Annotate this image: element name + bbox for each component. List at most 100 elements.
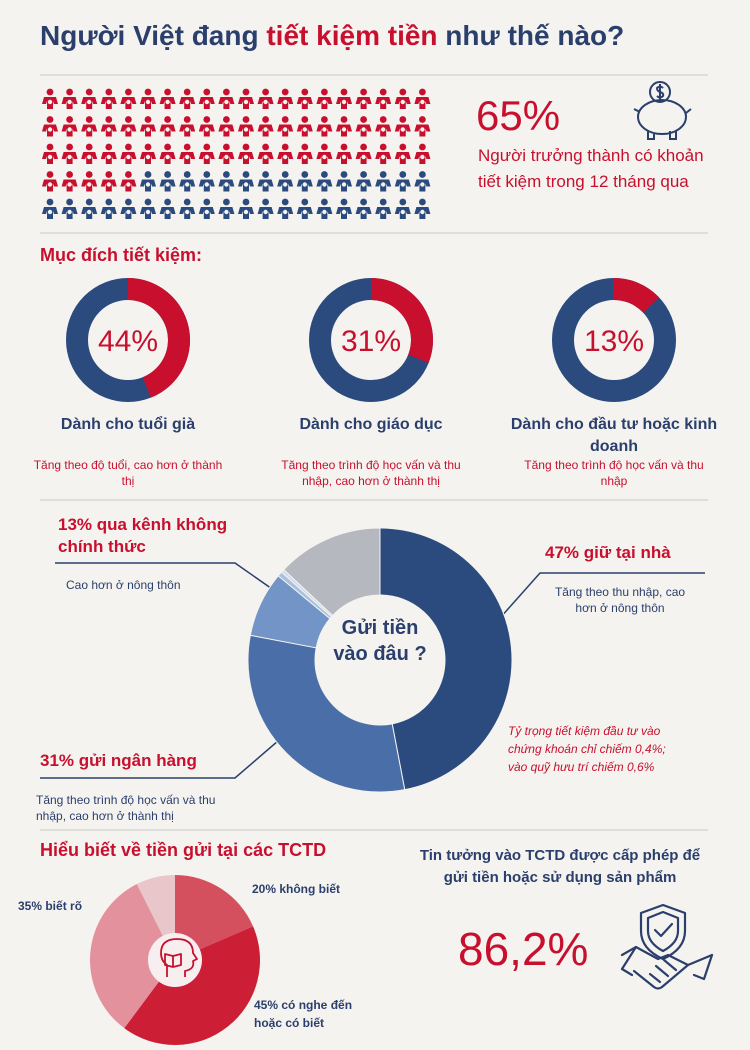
- donut-value: 31%: [341, 325, 401, 358]
- handshake-icon: [620, 903, 714, 990]
- icon-child: [47, 182, 53, 187]
- icon-head: [46, 116, 54, 123]
- icon-child: [283, 127, 288, 132]
- icon-child: [263, 99, 268, 105]
- person-icon: [296, 88, 313, 109]
- person-icon: [296, 116, 313, 137]
- icon-child: [322, 182, 327, 187]
- donut-arc: [614, 278, 660, 313]
- pie-slice: [90, 884, 175, 1029]
- donut-label: Dành cho giáo dục: [299, 416, 443, 433]
- icon-head: [46, 171, 54, 178]
- icon-head: [144, 171, 152, 178]
- icon-child: [283, 99, 288, 105]
- person-icon: [198, 198, 215, 219]
- person-icon: [238, 116, 254, 137]
- icon-head: [242, 116, 250, 123]
- icon-child: [381, 99, 386, 105]
- icon-child: [243, 154, 249, 160]
- icon-child: [126, 99, 131, 105]
- person-icon: [355, 88, 372, 109]
- icon-child: [361, 154, 366, 160]
- icon-child: [145, 127, 151, 132]
- icon-head: [379, 198, 387, 206]
- icon-head: [203, 171, 211, 178]
- icon-head: [340, 116, 348, 123]
- icon-head: [183, 198, 191, 206]
- icon-child: [145, 209, 151, 215]
- icon-head: [301, 116, 309, 123]
- icon-head: [183, 171, 191, 178]
- person-icon: [140, 143, 156, 164]
- pie-label: 35% biết rõ: [18, 899, 83, 913]
- person-icon: [375, 116, 392, 137]
- pie-slice: [283, 527, 381, 617]
- person-icon: [179, 116, 196, 137]
- person-icon: [81, 116, 98, 137]
- person-icon: [179, 143, 196, 164]
- person-icon: [355, 171, 372, 192]
- icon-child: [400, 209, 405, 215]
- icon-head: [360, 171, 367, 178]
- icon-child: [302, 99, 307, 105]
- person-icon: [100, 116, 117, 137]
- icon-head: [399, 171, 407, 178]
- person-icon: [42, 171, 58, 192]
- icon-head: [164, 143, 171, 151]
- icon-head: [301, 88, 309, 96]
- person-icon: [414, 116, 431, 137]
- icon-head: [183, 116, 191, 123]
- icon-head: [399, 88, 407, 96]
- icon-child: [302, 209, 307, 215]
- icon-head: [66, 143, 73, 151]
- person-icon: [394, 143, 411, 164]
- icon-head: [379, 143, 387, 151]
- person-icon: [277, 198, 294, 219]
- icon-child: [302, 154, 307, 160]
- person-icon: [257, 116, 274, 137]
- icon-child: [381, 127, 386, 132]
- icon-child: [185, 154, 190, 160]
- icon-head: [223, 171, 230, 178]
- icon-head: [183, 88, 191, 96]
- icon-child: [204, 209, 209, 215]
- person-icon: [159, 143, 176, 164]
- piggy-icon: [633, 81, 692, 140]
- person-icon: [179, 198, 196, 219]
- person-icon: [100, 143, 117, 164]
- person-icon: [120, 171, 137, 192]
- icon-head: [262, 88, 269, 96]
- icon-child: [126, 154, 131, 160]
- leader-line: [55, 562, 286, 599]
- icon-child: [204, 99, 209, 105]
- person-icon: [394, 198, 411, 219]
- person-icon: [316, 171, 333, 192]
- icon-child: [263, 154, 268, 160]
- donut-note: Tăng theo trình độ học vấn và thu nhập: [524, 458, 704, 488]
- person-icon: [277, 171, 294, 192]
- icon-child: [165, 209, 170, 215]
- icon-head: [419, 88, 426, 96]
- person-icon: [159, 88, 176, 109]
- pie-note: Tăng theo thu nhập, cao hơn ở nông thôn: [554, 585, 686, 615]
- leader-line: [499, 572, 705, 619]
- person-icon: [81, 171, 98, 192]
- person-icon: [414, 171, 431, 192]
- person-icon: [375, 198, 392, 219]
- icon-child: [361, 182, 366, 187]
- pie-note: Tăng theo trình độ học vấn và thu nhập, …: [36, 793, 216, 823]
- person-icon: [42, 143, 58, 164]
- head-icon: [160, 938, 198, 977]
- icon-child: [67, 99, 72, 105]
- icon-head: [262, 116, 269, 123]
- person-icon: [316, 143, 333, 164]
- pie-slice: [379, 527, 513, 791]
- icon-head: [105, 171, 113, 178]
- icon-head: [105, 143, 113, 151]
- title-highlight: tiết kiệm tiền: [266, 20, 438, 51]
- person-icon: [120, 88, 137, 109]
- icon-head: [144, 198, 152, 206]
- icon-child: [165, 127, 170, 132]
- icon-head: [46, 88, 54, 96]
